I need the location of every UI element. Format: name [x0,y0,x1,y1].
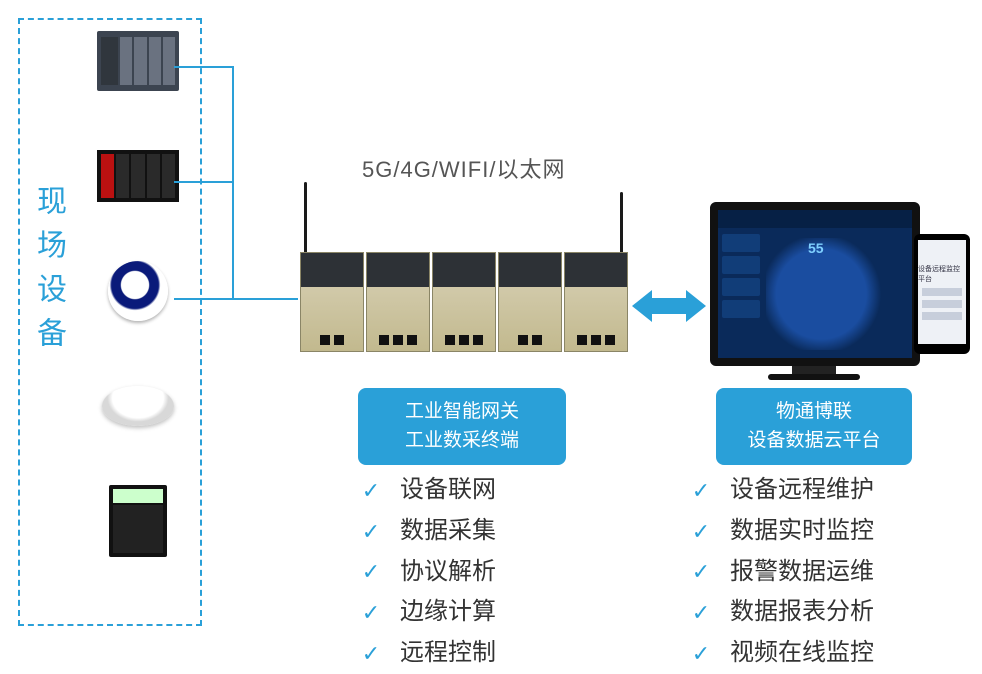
device-column [88,30,188,552]
plc-module-device [97,145,179,207]
feature-item: ✓ 设备联网 [360,470,496,511]
power-meter-device [97,490,179,552]
feature-item: ✓ 视频在线监控 [690,633,874,674]
bus-line [174,66,232,68]
plc-rack-device [97,30,179,92]
cloud-badge: 物通博联 设备数据云平台 [716,388,912,465]
bidirectional-arrow-icon [632,288,706,324]
bus-vertical [232,66,234,298]
feature-item: ✓ 数据实时监控 [690,511,874,552]
feature-item: ✓ 远程控制 [360,633,496,674]
network-label: 5G/4G/WIFI/以太网 [362,152,565,184]
check-icon: ✓ [690,553,712,590]
antenna-icon [304,182,307,258]
check-icon: ✓ [360,635,382,672]
gateway-badge-line2: 工业数采终端 [358,427,566,456]
gateway-unit [366,252,430,352]
bus-line [174,298,232,300]
dashboard-monitor: 55 [710,202,920,366]
feature-text: 边缘计算 [400,592,496,633]
check-icon: ✓ [360,594,382,631]
webcam-device [97,260,179,322]
feature-text: 视频在线监控 [730,633,874,674]
gateway-cluster [300,252,628,352]
feature-item: ✓ 数据采集 [360,511,496,552]
feature-text: 远程控制 [400,633,496,674]
cloud-badge-line1: 物通博联 [716,398,912,427]
feature-item: ✓ 数据报表分析 [690,592,874,633]
check-icon: ✓ [360,472,382,509]
monitor-base [768,374,860,380]
feature-text: 协议解析 [400,552,496,593]
feature-text: 设备联网 [400,470,496,511]
feature-text: 设备远程维护 [730,470,874,511]
antenna-icon [620,192,623,256]
phone-title: 设备远程监控平台 [918,264,966,284]
feature-text: 数据实时监控 [730,511,874,552]
bus-to-gateway [232,298,298,300]
dashboard-stat: 55 [808,240,824,256]
check-icon: ✓ [360,513,382,550]
check-icon: ✓ [690,472,712,509]
check-icon: ✓ [690,594,712,631]
check-icon: ✓ [360,553,382,590]
gateway-unit [300,252,364,352]
bus-line [174,181,232,183]
gateway-unit [564,252,628,352]
cloud-feature-list: ✓ 设备远程维护 ✓ 数据实时监控 ✓ 报警数据运维 ✓ 数据报表分析 ✓ 视频在线监控 [690,470,874,674]
smoke-sensor-device [97,375,179,437]
gateway-feature-list: ✓ 设备联网 ✓ 数据采集 ✓ 协议解析 ✓ 边缘计算 ✓ 远程控制 [360,470,496,674]
feature-text: 数据采集 [400,511,496,552]
feature-item: ✓ 协议解析 [360,552,496,593]
gateway-unit [432,252,496,352]
feature-item: ✓ 报警数据运维 [690,552,874,593]
mobile-device: 设备远程监控平台 [914,234,970,354]
feature-text: 报警数据运维 [730,552,874,593]
gateway-badge-line1: 工业智能网关 [358,398,566,427]
field-devices-label: 现场设备 [26,185,70,361]
feature-item: ✓ 设备远程维护 [690,470,874,511]
check-icon: ✓ [690,635,712,672]
dashboard-map [766,238,904,350]
gateway-badge: 工业智能网关 工业数采终端 [358,388,566,465]
check-icon: ✓ [690,513,712,550]
gateway-unit [498,252,562,352]
feature-item: ✓ 边缘计算 [360,592,496,633]
feature-text: 数据报表分析 [730,592,874,633]
cloud-badge-line2: 设备数据云平台 [716,427,912,456]
